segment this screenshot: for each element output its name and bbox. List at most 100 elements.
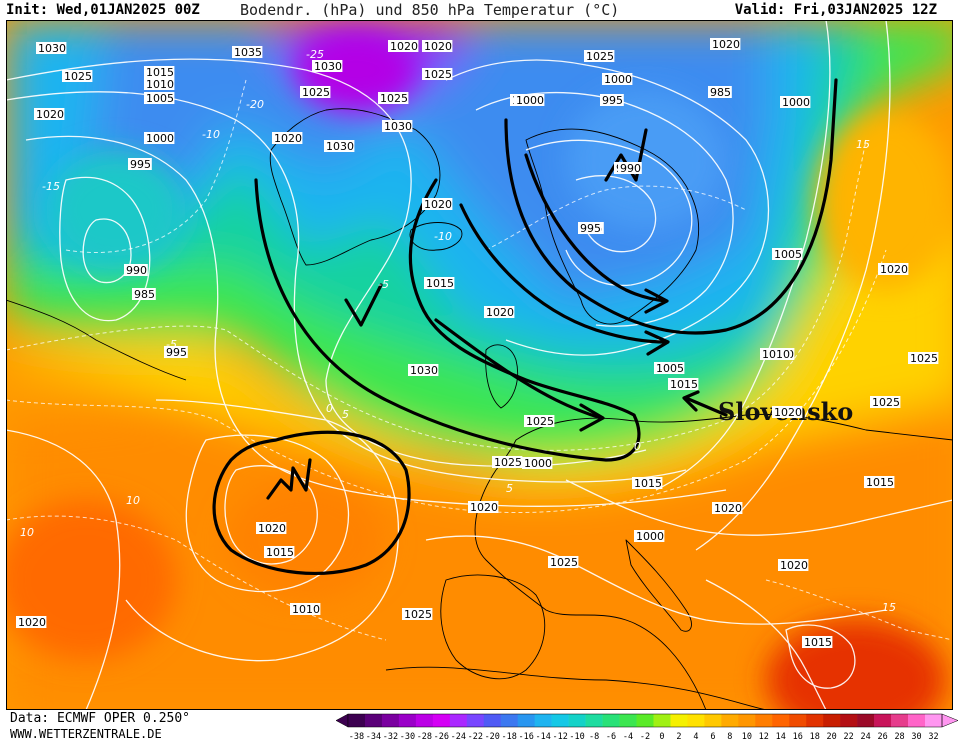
legend-swatch [840,714,858,727]
legend-tick-label: -32 [383,732,398,741]
pressure-label-text: 1030 [410,364,438,377]
pressure-label: 1025 [62,70,93,83]
pressure-label-text: 1015 [866,476,894,489]
legend-swatch [466,714,485,727]
flow-arrow-inner [434,318,603,420]
legend-tick-label: 10 [742,732,752,741]
valid-time: Valid: Fri,03JAN2025 12Z [734,2,937,18]
pressure-label-text: 1025 [380,92,408,105]
pressure-label-text: 1020 [258,522,286,535]
pressure-label-bg [802,636,833,648]
cold-core-canada [46,150,186,270]
pressure-label: 1035 [232,46,263,59]
pressure-label-bg [324,140,355,152]
pressure-label-text: 1000 [782,96,810,109]
pressure-label-bg [16,616,47,628]
pressure-label-text: 995 [602,94,623,107]
legend-swatch [517,714,535,727]
legend-tick-label: -34 [366,732,381,741]
legend-swatch [619,714,637,727]
pressure-label: 1020 [272,132,303,145]
legend-swatch [789,714,807,727]
pressure-label: 1025 [524,415,555,428]
legend-swatch [772,714,790,727]
pressure-label-bg [634,530,665,542]
legend-swatch [449,714,468,727]
pressure-label: 1010 [144,78,175,91]
isobar-15 [6,429,121,710]
pressure-label: 1020 [422,40,453,53]
coast-greenland [269,108,441,266]
pressure-label-bg [708,86,732,98]
pressure-label-bg [290,603,321,615]
isobar-4 [59,176,151,322]
legend-tick-label: -14 [535,732,550,741]
legend-tick-label: 24 [861,732,871,741]
pressure-label: 1025 [870,396,901,409]
isobar-19 [785,624,856,689]
legend-swatch [381,714,400,727]
legend-swatch [704,714,722,727]
pressure-label-bg [654,362,685,374]
legend-swatch [364,714,383,727]
pressure-label-text: 990 [126,264,147,277]
pressure-label: 990 [124,264,148,277]
legend-tick-label: -28 [417,732,432,741]
pressure-label: 1030 [312,60,343,73]
pressure-label: 1020 [388,40,419,53]
legend-tick-label: -22 [468,732,483,741]
pressure-label-text: 990 [620,162,641,175]
legend-tick-label: -8 [589,732,599,741]
temperature-label: -15 [42,180,60,193]
pressure-label: 1025 [300,86,331,99]
isobar-14 [125,399,400,662]
pressure-label-text: 1025 [872,396,900,409]
pressure-label-bg [402,608,433,620]
pressure-label-bg [388,40,419,52]
pressure-label-text: 985 [710,86,731,99]
pressure-label-bg [864,476,895,488]
pressure-label-text: 1015 [426,277,454,290]
temp-iso-6 [765,579,953,641]
pressure-label: 1020 [422,198,453,211]
pressure-label: 1000 [780,96,811,109]
temp-field-yellow-band [6,223,953,488]
pressure-label-text: 1025 [494,456,522,469]
pressure-label: 1030 [324,140,355,153]
pressure-label: 990 [618,162,642,175]
pressure-label-bg [424,277,455,289]
temperature-label: -5 [378,278,389,291]
coast-uk [485,344,519,409]
pressure-label-bg [144,66,175,78]
pressure-label: 1020 [468,501,499,514]
legend-tick-label: -38 [349,732,364,741]
pressure-label-bg [712,502,743,514]
legend-tick-label: 4 [693,732,698,741]
pressure-label-bg [618,162,642,174]
pressure-label-bg [256,522,287,534]
temperature-label: 0 [634,440,641,453]
pressure-label-bg [468,501,499,513]
pressure-label-bg [600,94,624,106]
legend-swatch [925,714,943,727]
isobar-17 [565,479,953,536]
pressure-label: 1020 [772,406,803,419]
site-url[interactable]: WWW.WETTERZENTRALE.DE [10,727,162,741]
low-circle-atlantic [212,430,411,576]
legend-swatch [500,714,519,727]
temperature-label: -10 [202,128,220,141]
pressure-label-text: 1015 [146,66,174,79]
pressure-label-text: 995 [130,158,151,171]
pressure-label-bg [422,68,453,80]
flow-arrowhead-inner [579,403,605,432]
pressure-label: 1020 [34,108,65,121]
pressure-label-bg [524,415,555,427]
pressure-label-bg [760,348,791,360]
temperature-label: 0 [326,402,333,415]
flow-arrowhead-scan-2 [644,330,670,356]
isobar-7 [475,91,734,327]
pressure-label-bg [144,132,175,144]
pressure-label-text: 1020 [780,559,808,572]
pressure-label-bg [422,40,453,52]
legend-tick-label: 6 [710,732,715,741]
